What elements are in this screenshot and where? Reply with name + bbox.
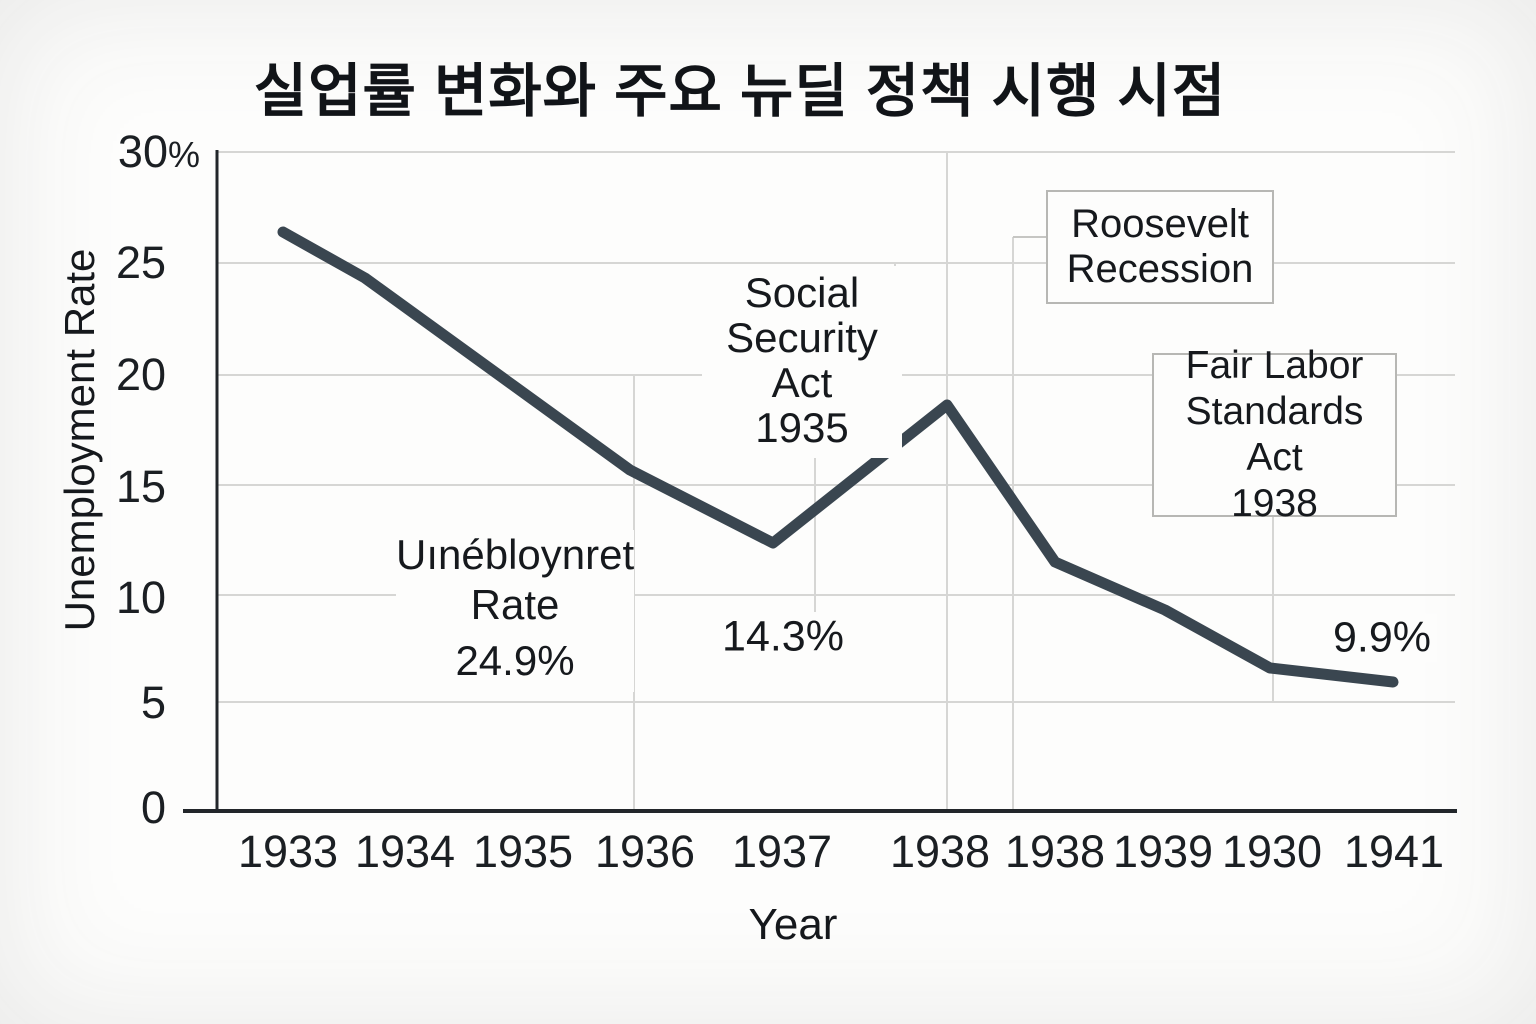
annotation-roosevelt-recession-box: Roosevelt Recession	[1046, 190, 1274, 304]
annotation-line: Uınébloynret	[396, 531, 635, 578]
chart-title: 실업률 변화와 주요 뉴딜 정책 시행 시점	[253, 59, 1227, 124]
data-label-14-3-percent: 14.3%	[716, 612, 850, 662]
annotation-line: Roosevelt	[1071, 202, 1249, 246]
x-tick-1938: 1938	[889, 826, 991, 877]
annotation-line: Social	[744, 269, 860, 316]
annotation-fair-labor-standards-box: Fair Labor Standards Act 1938	[1152, 344, 1397, 525]
x-tick-1934: 1934	[354, 826, 456, 877]
annotation-social-security-act: Social Security Act 1935	[702, 266, 902, 458]
annotation-line: 1938	[1231, 482, 1318, 525]
x-tick-1941: 1941	[1343, 826, 1445, 877]
y-tick-30: 30%	[117, 126, 200, 177]
annotation-line: Standards Act	[1185, 390, 1364, 479]
annotation-unemployment-rate: Uınébloynret Rate 24.9%	[396, 530, 634, 692]
x-tick-1935: 1935	[472, 826, 574, 877]
y-tick-0: 0	[140, 782, 166, 833]
x-tick-1930: 1930	[1221, 826, 1323, 877]
annotation-line: Fair Labor	[1185, 344, 1364, 387]
annotation-line: Security	[726, 314, 878, 361]
x-tick-1938b: 1938	[1004, 826, 1106, 877]
x-tick-1939: 1939	[1112, 826, 1214, 877]
data-label-9-9-percent: 9.9%	[1326, 613, 1438, 663]
x-tick-1936: 1936	[594, 826, 696, 877]
annotation-line: Recession	[1066, 247, 1254, 291]
y-tick-20: 20	[115, 349, 166, 400]
annotation-line: Act	[771, 359, 833, 406]
y-tick-5: 5	[140, 677, 166, 728]
x-tick-1933: 1933	[237, 826, 339, 877]
annotation-value: 24.9%	[455, 637, 575, 684]
y-tick-25: 25	[115, 237, 166, 288]
y-tick-10: 10	[115, 572, 166, 623]
x-tick-1937: 1937	[731, 826, 833, 877]
percent-sign: %	[167, 134, 200, 175]
unemployment-rate-line	[277, 226, 1399, 688]
annotation-line: 1935	[755, 404, 849, 451]
annotation-line: Rate	[470, 581, 560, 628]
y-tick-15: 15	[115, 461, 166, 512]
x-axis-label: Year	[748, 900, 838, 949]
